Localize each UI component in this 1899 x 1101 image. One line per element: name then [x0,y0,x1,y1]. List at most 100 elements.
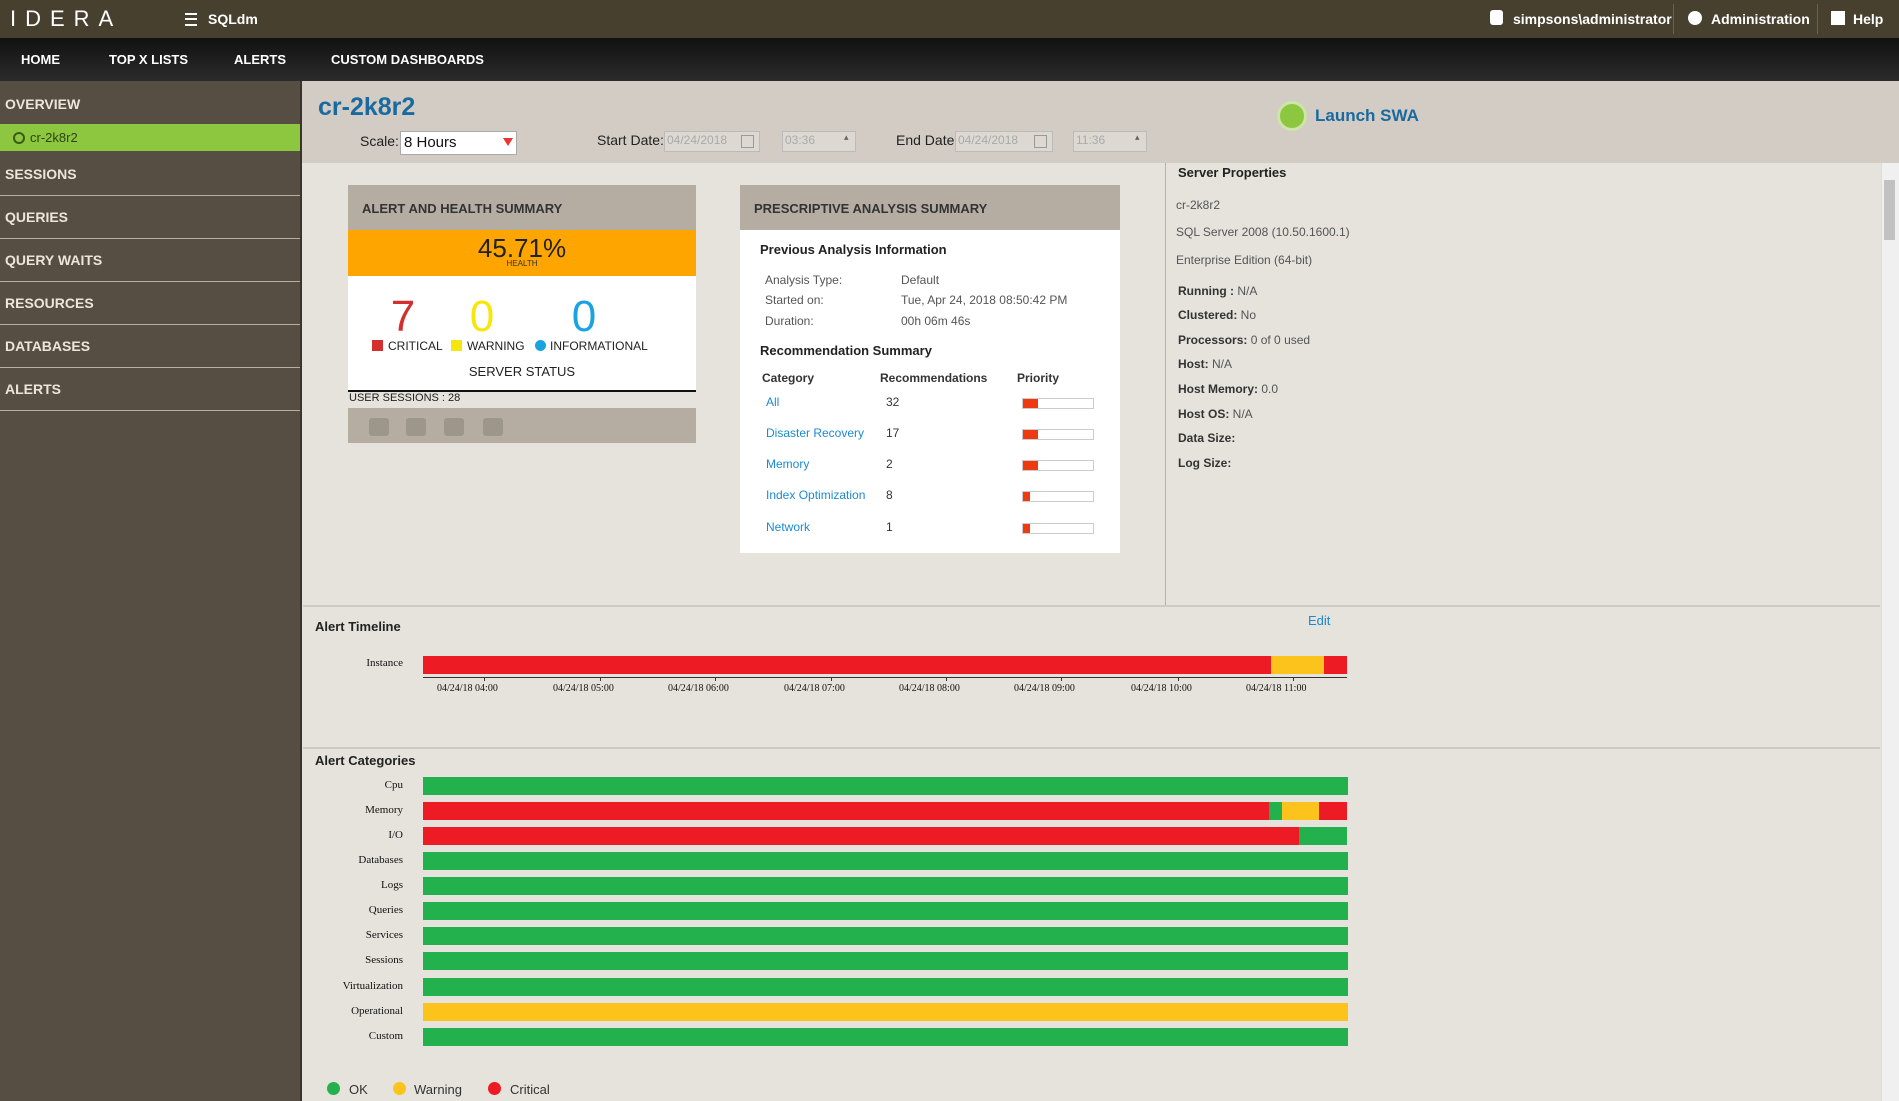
tick-label: 04/24/18 07:00 [784,683,845,694]
calendar-icon[interactable] [741,135,754,148]
toolbar-icon[interactable] [444,418,464,436]
help-link[interactable]: Help [1853,11,1884,27]
health-toolbar [348,408,696,443]
status-segment [1271,656,1325,674]
swa-icon[interactable] [1277,101,1307,131]
category-label: Memory [365,804,403,817]
property-value: No [1237,308,1257,322]
scrollbar[interactable] [1881,163,1899,1101]
time-input[interactable] [782,131,856,152]
rec-category[interactable]: Memory [766,457,810,471]
sidebar-item[interactable]: QUERY WAITS [5,252,103,268]
divider [1817,4,1818,34]
property-row: Clustered: No [1178,308,1256,322]
edit-link[interactable]: Edit [1308,613,1331,628]
property-label: Data Size: [1178,431,1236,445]
property-label: Running : [1178,284,1234,298]
priority-fill [1023,461,1038,470]
user-sessions: USER SESSIONS : 28 [349,392,461,404]
app-name[interactable]: SQLdm [208,11,258,27]
user-icon [1490,10,1503,25]
property-row: Log Size: [1178,456,1231,470]
nav-item[interactable]: ALERTS [234,52,286,67]
tick-label: 04/24/18 05:00 [553,683,614,694]
info-label: Started on: [765,293,824,307]
scroll-thumb[interactable] [1884,180,1895,240]
user-name[interactable]: simpsons\administrator [1513,11,1672,27]
property-label: Processors: [1178,333,1248,347]
divider [1673,4,1674,34]
server-title: cr-2k8r2 [318,93,416,121]
legend-dot [393,1082,406,1095]
property-row: Host: N/A [1178,357,1232,371]
sidebar-item[interactable]: RESOURCES [5,295,94,311]
sidebar-item[interactable]: DATABASES [5,338,91,354]
rec-category[interactable]: Disaster Recovery [766,426,865,440]
properties-title: Server Properties [1178,165,1287,180]
server-status-icon [13,132,25,144]
sidebar-item[interactable]: ALERTS [5,381,61,397]
menu-icon [185,13,197,26]
legend-dot [327,1082,340,1095]
category-label: Operational [351,1004,403,1017]
property-value: N/A [1233,284,1258,298]
nav-item[interactable]: CUSTOM DASHBOARDS [331,52,484,67]
rec-category[interactable]: Network [766,520,811,534]
category-label: Cpu [384,779,403,791]
sidebar-item[interactable]: SESSIONS [5,166,77,182]
tick-mark [831,677,832,681]
status-segment [1269,802,1283,821]
admin-link[interactable]: Administration [1711,11,1810,27]
nav-item[interactable]: TOP X LISTS [109,52,188,67]
scale-label: Scale: [360,133,399,149]
alert-count: 7 [390,292,416,341]
info-value: Default [901,273,940,287]
priority-fill [1023,492,1030,501]
alert-count-label: CRITICAL [388,339,443,353]
sidebar-separator [0,367,300,368]
scale-select[interactable] [400,131,517,155]
priority-fill [1023,399,1038,408]
launch-swa[interactable]: Launch SWA [1315,106,1419,125]
sidebar-server[interactable]: cr-2k8r2 [30,130,78,145]
date-label: End Date: [896,132,959,148]
alert-count-label: INFORMATIONAL [550,339,648,353]
rec-count: 1 [886,520,893,534]
category-label: Queries [368,904,403,917]
tick-mark [946,677,947,681]
sidebar-server-bg [0,124,300,151]
property-row: Processors: 0 of 0 used [1178,333,1310,347]
time-value: 03:36 [785,133,816,147]
timeline-title: Alert Timeline [315,619,401,634]
status-segment [423,827,1300,846]
calendar-icon[interactable] [1034,135,1047,148]
toolbar-icon[interactable] [406,418,426,436]
nav-item[interactable]: HOME [21,52,60,67]
sidebar-separator [0,324,300,325]
property-line: cr-2k8r2 [1176,198,1221,212]
health-header [348,185,696,230]
rec-category[interactable]: All [766,395,780,409]
property-row: Running : N/A [1178,284,1257,298]
date-input[interactable] [664,131,760,152]
rec-category[interactable]: Index Optimization [766,488,866,502]
tick-label: 04/24/18 06:00 [668,683,729,694]
priority-bar [1022,429,1094,440]
time-input[interactable] [1073,131,1147,152]
status-segment [423,777,1348,795]
sidebar-item[interactable]: QUERIES [5,209,69,225]
toolbar-icon[interactable] [483,418,503,436]
status-segment [423,952,1348,971]
priority-bar [1022,523,1094,534]
logo[interactable]: IDERA [10,6,123,31]
property-value: 0 of 0 used [1247,333,1311,347]
top-bar [0,0,1899,38]
alert-icon [451,340,462,351]
legend-label: Warning [414,1082,462,1097]
date-input[interactable] [955,131,1053,152]
sidebar-overview[interactable]: OVERVIEW [5,96,81,112]
info-label: Duration: [765,314,814,328]
toolbar-icon[interactable] [369,418,389,436]
rec-count: 32 [886,395,900,409]
alert-count: 0 [571,292,597,341]
